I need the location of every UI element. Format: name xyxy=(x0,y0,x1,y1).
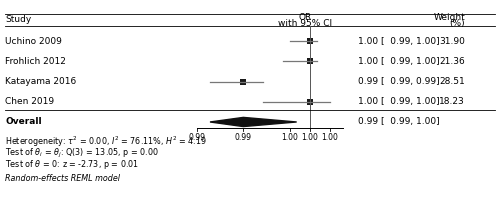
Text: 21.36: 21.36 xyxy=(440,57,465,66)
Text: Chen 2019: Chen 2019 xyxy=(5,97,54,106)
Text: 1.00 [  0.99, 1.00]: 1.00 [ 0.99, 1.00] xyxy=(358,97,439,106)
Text: Random-effects REML model: Random-effects REML model xyxy=(5,174,120,183)
Text: 1.00: 1.00 xyxy=(282,133,298,142)
Text: Katayama 2016: Katayama 2016 xyxy=(5,77,76,86)
Text: Weight: Weight xyxy=(433,13,465,22)
Text: 0.99: 0.99 xyxy=(235,133,252,142)
Text: Uchino 2009: Uchino 2009 xyxy=(5,37,62,46)
Text: OR: OR xyxy=(298,13,312,22)
Text: with 95% CI: with 95% CI xyxy=(278,19,332,28)
Text: 0.99: 0.99 xyxy=(188,133,205,142)
Text: 0.99 [  0.99, 0.99]: 0.99 [ 0.99, 0.99] xyxy=(358,77,439,86)
Text: 0.99 [  0.99, 1.00]: 0.99 [ 0.99, 1.00] xyxy=(358,117,439,126)
Text: Frohlich 2012: Frohlich 2012 xyxy=(5,57,66,66)
Text: 1.00 [  0.99, 1.00]: 1.00 [ 0.99, 1.00] xyxy=(358,37,439,46)
Text: Overall: Overall xyxy=(5,117,42,126)
Text: 18.23: 18.23 xyxy=(440,97,465,106)
Text: 1.00: 1.00 xyxy=(322,133,338,142)
Text: Test of $\theta_i$ = $\theta_j$: Q(3) = 13.05, p = 0.00: Test of $\theta_i$ = $\theta_j$: Q(3) = … xyxy=(5,147,159,160)
Text: 28.51: 28.51 xyxy=(440,77,465,86)
Text: Study: Study xyxy=(5,14,31,24)
Text: 1.00 [  0.99, 1.00]: 1.00 [ 0.99, 1.00] xyxy=(358,57,439,66)
Text: 31.90: 31.90 xyxy=(439,37,465,46)
Text: (%): (%) xyxy=(450,19,465,28)
Text: Heterogeneity: $\tau^2$ = 0.00, $I^2$ = 76.11%, $H^2$ = 4.19: Heterogeneity: $\tau^2$ = 0.00, $I^2$ = … xyxy=(5,135,207,149)
Text: Test of $\theta$ = 0: z = -2.73, p = 0.01: Test of $\theta$ = 0: z = -2.73, p = 0.0… xyxy=(5,158,139,171)
Text: 1.00: 1.00 xyxy=(302,133,318,142)
